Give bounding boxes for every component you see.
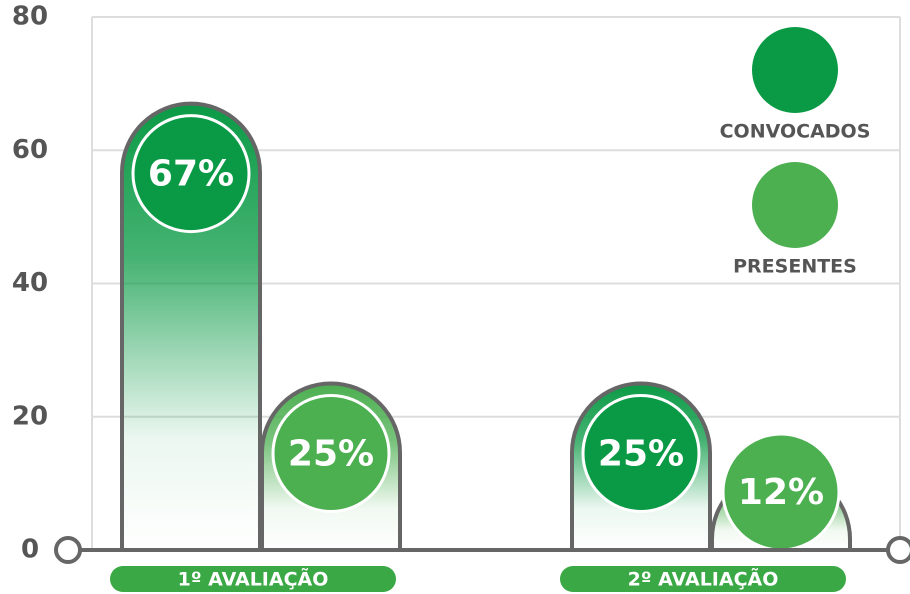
- x-tick-label: 2º AVALIAÇÃO: [628, 567, 779, 591]
- legend-label: CONVOCADOS: [720, 121, 871, 143]
- category-pill: [110, 566, 396, 592]
- value-label: 25%: [598, 433, 684, 474]
- legend-label: PRESENTES: [733, 256, 857, 278]
- x-tick-label: 1º AVALIAÇÃO: [178, 567, 329, 591]
- value-label: 67%: [148, 154, 234, 195]
- value-badge: [271, 393, 391, 513]
- value-label: 25%: [288, 433, 374, 474]
- y-tick-label: 60: [12, 135, 48, 165]
- legend-swatch: [752, 27, 838, 113]
- category-pill: [560, 566, 846, 592]
- value-label: 12%: [738, 472, 824, 513]
- axis-end: [886, 536, 910, 564]
- y-tick-label: 20: [12, 401, 48, 431]
- y-tick-label: 40: [12, 268, 48, 298]
- value-badge: [131, 114, 251, 234]
- axis-end: [54, 536, 82, 564]
- legend-swatch: [752, 162, 838, 248]
- y-tick-label: 0: [21, 535, 39, 565]
- value-badge: [581, 393, 701, 513]
- y-tick-label: 80: [12, 2, 48, 32]
